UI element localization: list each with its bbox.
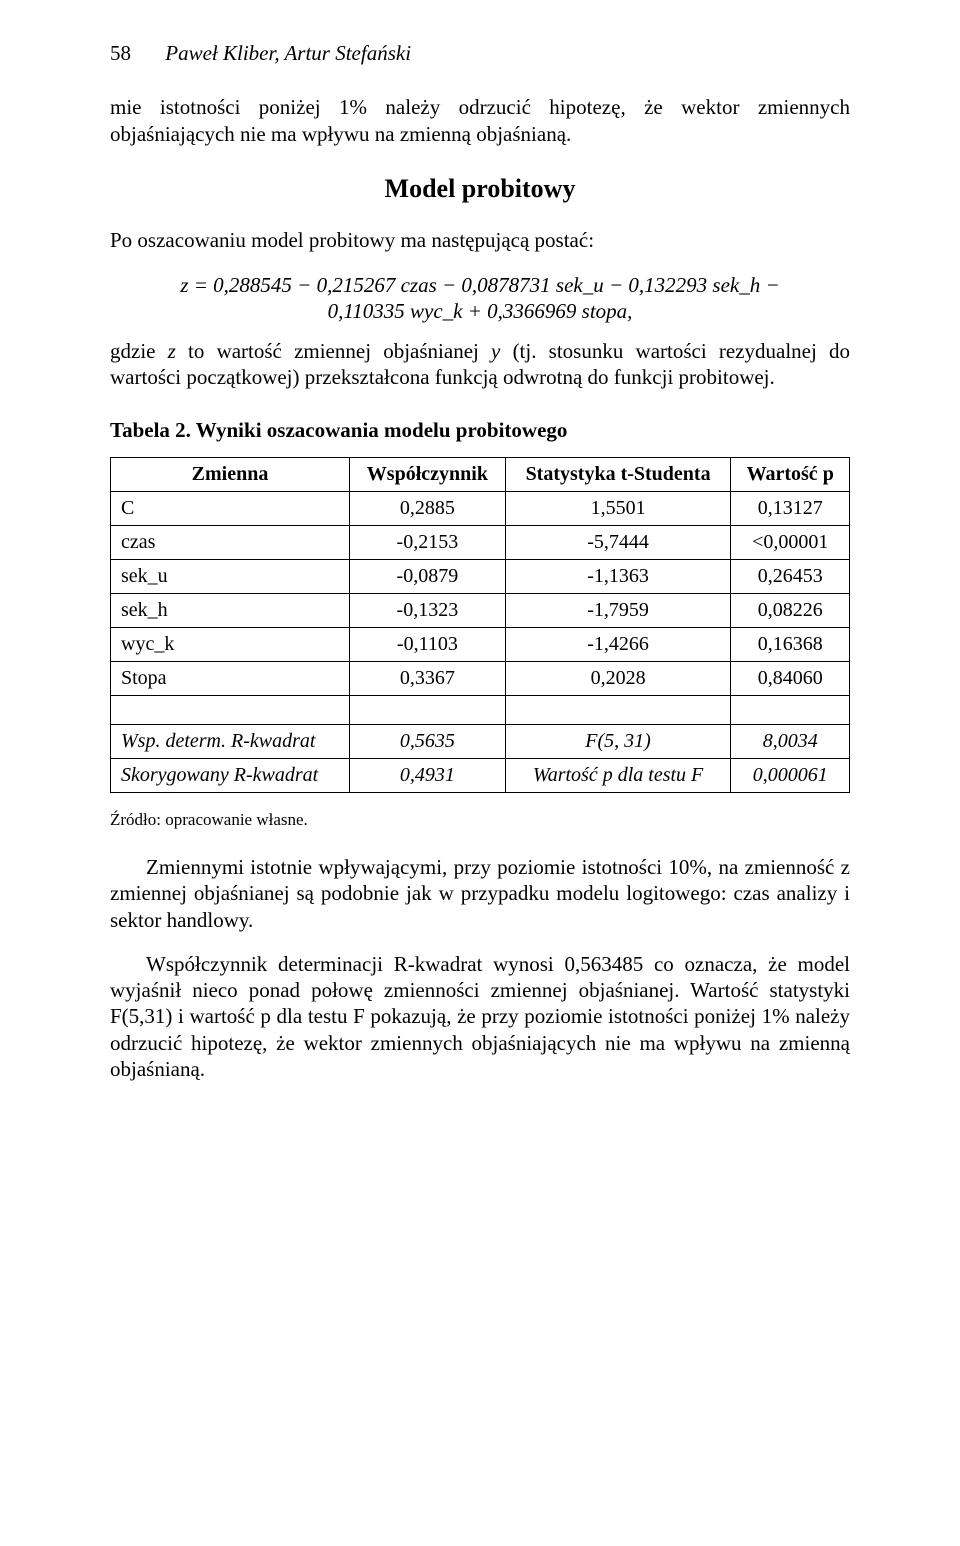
cell: czas (111, 525, 350, 559)
cell: 0,2885 (350, 491, 506, 525)
cell: 0,3367 (350, 661, 506, 695)
variable-y: y (491, 339, 500, 363)
formula-line-1: z = 0,288545 − 0,215267 czas − 0,0878731… (110, 272, 850, 298)
header-authors: Paweł Kliber, Artur Stefański (165, 41, 411, 65)
cell: C (111, 491, 350, 525)
cell: 0,08226 (731, 593, 850, 627)
col-header: Zmienna (111, 457, 350, 491)
running-header: 58 Paweł Kliber, Artur Stefański (110, 40, 850, 66)
table-header-row: Zmienna Współczynnik Statystyka t-Studen… (111, 457, 850, 491)
model-intro: Po oszacowaniu model probitowy ma następ… (110, 227, 850, 253)
table-row: Wsp. determ. R-kwadrat 0,5635 F(5, 31) 8… (111, 724, 850, 758)
table-row: Stopa 0,3367 0,2028 0,84060 (111, 661, 850, 695)
formula-line-2: 0,110335 wyc_k + 0,3366969 stopa, (110, 298, 850, 324)
text-fragment: gdzie (110, 339, 168, 363)
table-caption: Tabela 2. Wyniki oszacowania modelu prob… (110, 417, 850, 443)
cell: 0,2028 (505, 661, 731, 695)
table-row: sek_u -0,0879 -1,1363 0,26453 (111, 559, 850, 593)
col-header: Statystyka t-Studenta (505, 457, 731, 491)
table-row: wyc_k -0,1103 -1,4266 0,16368 (111, 627, 850, 661)
cell: 0,13127 (731, 491, 850, 525)
cell: Wartość p dla testu F (505, 758, 731, 792)
cell: <0,00001 (731, 525, 850, 559)
cell: F(5, 31) (505, 724, 731, 758)
cell: -1,7959 (505, 593, 731, 627)
variable-z: z (168, 339, 176, 363)
cell: 0,84060 (731, 661, 850, 695)
cell: 1,5501 (505, 491, 731, 525)
cell: -0,1323 (350, 593, 506, 627)
cell: Stopa (111, 661, 350, 695)
cell: -0,2153 (350, 525, 506, 559)
conclusion-paragraph-1: Zmiennymi istotnie wpływającymi, przy po… (110, 854, 850, 933)
cell: -1,1363 (505, 559, 731, 593)
cell: 0,4931 (350, 758, 506, 792)
formula: z = 0,288545 − 0,215267 czas − 0,0878731… (110, 272, 850, 325)
cell: Skorygowany R-kwadrat (111, 758, 350, 792)
cell (350, 695, 506, 724)
cell: 0,000061 (731, 758, 850, 792)
cell: 0,26453 (731, 559, 850, 593)
cell: -1,4266 (505, 627, 731, 661)
table-row: sek_h -0,1323 -1,7959 0,08226 (111, 593, 850, 627)
cell: -0,0879 (350, 559, 506, 593)
cell: -0,1103 (350, 627, 506, 661)
cell (505, 695, 731, 724)
table-row: Skorygowany R-kwadrat 0,4931 Wartość p d… (111, 758, 850, 792)
table-blank-row (111, 695, 850, 724)
cell: sek_u (111, 559, 350, 593)
page: 58 Paweł Kliber, Artur Stefański mie ist… (0, 0, 960, 1546)
page-number: 58 (110, 40, 160, 66)
table-row: czas -0,2153 -5,7444 <0,00001 (111, 525, 850, 559)
section-title: Model probitowy (110, 173, 850, 206)
table-source: Źródło: opracowanie własne. (110, 809, 850, 830)
cell: 0,16368 (731, 627, 850, 661)
cell (111, 695, 350, 724)
results-table: Zmienna Współczynnik Statystyka t-Studen… (110, 457, 850, 793)
cell (731, 695, 850, 724)
intro-paragraph: mie istotności poniżej 1% należy odrzuci… (110, 94, 850, 147)
cell: 8,0034 (731, 724, 850, 758)
table-row: C 0,2885 1,5501 0,13127 (111, 491, 850, 525)
cell: -5,7444 (505, 525, 731, 559)
formula-explanation: gdzie z to wartość zmiennej objaśnianej … (110, 338, 850, 391)
conclusion-paragraph-2: Współczynnik determinacji R-kwadrat wyno… (110, 951, 850, 1082)
col-header: Wartość p (731, 457, 850, 491)
col-header: Współczynnik (350, 457, 506, 491)
cell: sek_h (111, 593, 350, 627)
cell: wyc_k (111, 627, 350, 661)
cell: Wsp. determ. R-kwadrat (111, 724, 350, 758)
cell: 0,5635 (350, 724, 506, 758)
text-fragment: to wartość zmiennej objaśnianej (176, 339, 491, 363)
